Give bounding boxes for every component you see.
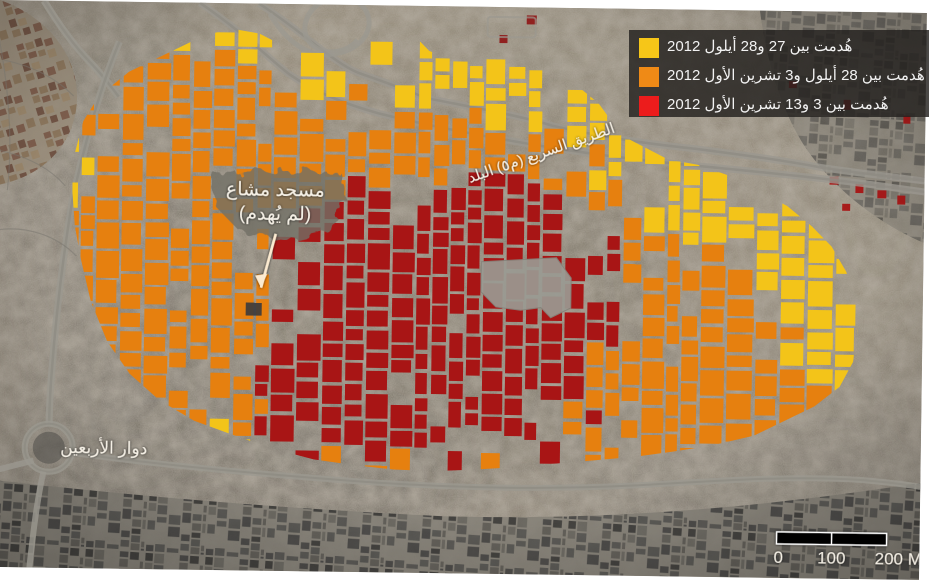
svg-text:(لم يُهدم): (لم يُهدم) xyxy=(239,203,311,225)
svg-text:الطريق السريع (م٥) البلد: الطريق السريع (م٥) البلد xyxy=(466,120,618,187)
svg-text:200 M: 200 M xyxy=(875,549,923,569)
svg-text:مسجد مشاع: مسجد مشاع xyxy=(226,179,325,201)
svg-text:دوار الأربعين: دوار الأربعين xyxy=(60,437,147,459)
svg-text:100: 100 xyxy=(817,548,846,567)
svg-text:0: 0 xyxy=(773,548,783,567)
